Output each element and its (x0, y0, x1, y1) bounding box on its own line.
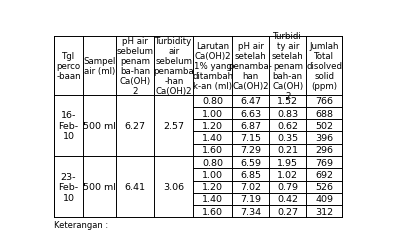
Text: 1.20: 1.20 (202, 121, 223, 130)
Text: 0.80: 0.80 (202, 158, 223, 167)
Text: Turbidity
air
sebelum
penamba
-han
Ca(OH)2: Turbidity air sebelum penamba -han Ca(OH… (154, 37, 194, 96)
Text: 6.85: 6.85 (240, 170, 261, 179)
Text: 0.80: 0.80 (202, 97, 223, 106)
Text: 3.06: 3.06 (163, 182, 184, 192)
Text: 0.79: 0.79 (277, 182, 298, 192)
Text: pH air
setelah
penamba-
han
Ca(OH)2: pH air setelah penamba- han Ca(OH)2 (229, 42, 272, 91)
Text: 7.02: 7.02 (240, 182, 261, 192)
Text: 1.60: 1.60 (202, 146, 223, 155)
Text: 766: 766 (315, 97, 333, 106)
Text: 396: 396 (315, 134, 333, 143)
Text: 409: 409 (315, 195, 333, 204)
Text: 1.00: 1.00 (202, 109, 223, 118)
Text: 1.40: 1.40 (202, 134, 223, 143)
Text: 1.02: 1.02 (277, 170, 298, 179)
Text: 6.63: 6.63 (240, 109, 261, 118)
Text: 23-
Feb-
10: 23- Feb- 10 (58, 172, 78, 202)
Text: 0.27: 0.27 (277, 207, 298, 216)
Text: 7.34: 7.34 (240, 207, 261, 216)
Text: 1.20: 1.20 (202, 182, 223, 192)
Text: 1.00: 1.00 (202, 170, 223, 179)
Text: 692: 692 (315, 170, 333, 179)
Text: 2.57: 2.57 (163, 121, 184, 130)
Text: 500 ml: 500 ml (83, 182, 116, 192)
Text: Turbidi
ty air
setelah
penam
bah-an
Ca(OH)
2: Turbidi ty air setelah penam bah-an Ca(O… (272, 32, 304, 101)
Text: 0.42: 0.42 (277, 195, 298, 204)
Text: 500 ml: 500 ml (83, 121, 116, 130)
Text: Larutan
Ca(OH)2
1% yang
ditambah
k-an (ml): Larutan Ca(OH)2 1% yang ditambah k-an (m… (192, 42, 233, 91)
Text: 0.35: 0.35 (277, 134, 298, 143)
Text: 7.29: 7.29 (240, 146, 261, 155)
Text: 1.40: 1.40 (202, 195, 223, 204)
Text: 7.15: 7.15 (240, 134, 261, 143)
Text: Sampel
air (ml): Sampel air (ml) (83, 57, 116, 76)
Text: 312: 312 (315, 207, 333, 216)
Text: 6.41: 6.41 (124, 182, 146, 192)
Text: 1.95: 1.95 (277, 158, 298, 167)
Text: 0.62: 0.62 (277, 121, 298, 130)
Text: 16-
Feb-
10: 16- Feb- 10 (58, 111, 78, 141)
Text: 502: 502 (315, 121, 333, 130)
Text: 769: 769 (315, 158, 333, 167)
Text: 0.83: 0.83 (277, 109, 298, 118)
Text: 688: 688 (315, 109, 333, 118)
Text: 296: 296 (315, 146, 333, 155)
Text: 6.59: 6.59 (240, 158, 261, 167)
Text: Tgl
perco
-baan: Tgl perco -baan (56, 52, 81, 81)
Text: 1.60: 1.60 (202, 207, 223, 216)
Text: 6.27: 6.27 (124, 121, 146, 130)
Text: pH air
sebelum
penam
ba-han
Ca(OH)
2: pH air sebelum penam ba-han Ca(OH) 2 (116, 37, 154, 96)
Text: 6.87: 6.87 (240, 121, 261, 130)
Text: 6.47: 6.47 (240, 97, 261, 106)
Text: Jumlah
Total
disolved
solid
(ppm): Jumlah Total disolved solid (ppm) (306, 42, 342, 91)
Text: 526: 526 (315, 182, 333, 192)
Text: 7.19: 7.19 (240, 195, 261, 204)
Text: 1.52: 1.52 (277, 97, 298, 106)
Text: Keterangan :: Keterangan : (54, 220, 108, 229)
Text: 0.21: 0.21 (277, 146, 298, 155)
